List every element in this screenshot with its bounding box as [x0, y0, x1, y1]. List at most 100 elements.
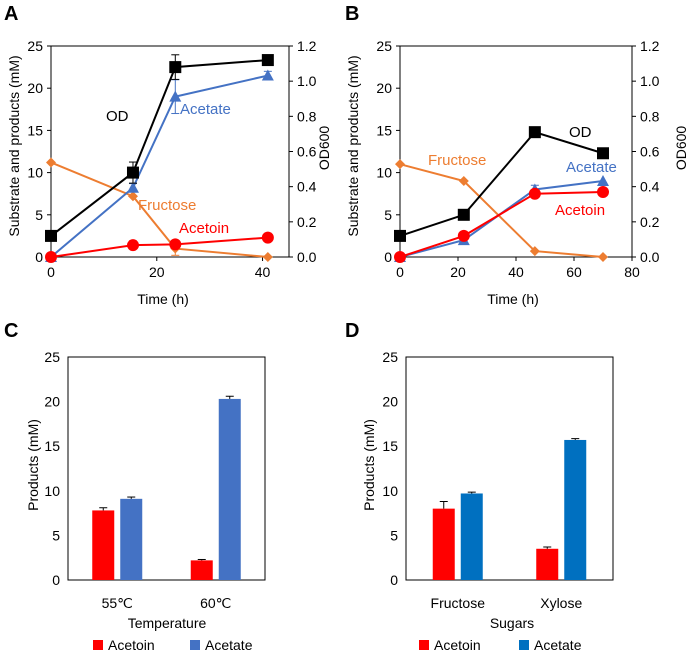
- panel-c-y-tick-label: 15: [44, 438, 60, 454]
- panel-a-fructose-label: Fructose: [138, 197, 196, 214]
- panel-letter-a: A: [4, 3, 18, 25]
- panel-a-y-tick-label: 5: [35, 207, 43, 223]
- panel-c-category-label: 55℃: [102, 595, 133, 611]
- panel-b-x-tick-label: 80: [624, 264, 640, 280]
- panel-b-od-line: [399, 131, 604, 237]
- panel-b-fructose-point: [395, 159, 405, 170]
- panel-letter-d: D: [345, 320, 359, 342]
- panel-a-od-point: [45, 229, 57, 242]
- panel-b-y2-tick-label: 0.0: [640, 249, 660, 265]
- panel-d-category-label: Xylose: [540, 595, 582, 611]
- panel-a-od-point: [261, 54, 274, 67]
- panel-d-y-tick-label: 0: [390, 572, 398, 588]
- panel-b-od-label: OD: [569, 124, 592, 141]
- panel-b-y2-axis-label: OD600: [673, 126, 689, 171]
- panel-b-acetoin-line: [399, 191, 604, 258]
- panel-b-fructose-point: [458, 176, 469, 187]
- panel-b-od-point: [597, 147, 609, 160]
- panel-d-plot-frame: [405, 356, 614, 581]
- panel-b-y-tick-label: 0: [384, 249, 392, 265]
- panel-c-y-tick-label: 25: [44, 349, 60, 365]
- panel-d-acetate-bar: [460, 493, 483, 580]
- panel-b-acetoin-point: [597, 186, 609, 199]
- panel-a-y-tick-label: 10: [27, 165, 43, 181]
- panel-c-legend-acetate-label: Acetate: [205, 637, 253, 651]
- panel-d-y-tick-label: 25: [382, 349, 398, 365]
- panel-c-acetate-bar: [120, 498, 143, 580]
- panel-a-acetate-label: Acetate: [180, 101, 231, 118]
- panel-a-y-axis-label: Substrate and products (mM): [6, 55, 22, 236]
- panel-d-acetoin-bar: [432, 508, 455, 580]
- panel-c-legend-acetoin-label: Acetoin: [108, 637, 155, 651]
- panel-c-category-label: 60℃: [200, 595, 231, 611]
- panel-letter-c: C: [4, 320, 18, 342]
- panel-a-fructose-line: [50, 161, 268, 258]
- panel-d-legend-acetate-label: Acetate: [534, 637, 582, 651]
- panel-b-x-tick-label: 20: [450, 264, 466, 280]
- panel-a-acetate-point: [261, 69, 274, 81]
- panel-d-legend-acetoin-label: Acetoin: [434, 637, 481, 651]
- panel-c-legend-acetate-swatch: [190, 640, 200, 650]
- panel-letter-b: B: [345, 3, 359, 25]
- panel-b-y2-tick-label: 0.8: [640, 108, 660, 124]
- panel-c-y-tick-label: 10: [44, 483, 60, 499]
- panel-c-acetate-bar: [218, 398, 241, 580]
- panel-a-acetoin-point: [45, 251, 57, 263]
- panel-a-y-tick-label: 0: [35, 249, 43, 265]
- panel-b-acetoin-point: [528, 187, 541, 200]
- panel-a-fructose-point: [127, 191, 138, 202]
- panel-a-y2-tick-label: 0.8: [297, 108, 317, 124]
- panel-c-bar-chart: Products (mM) Temperature Acetoin Acetat…: [25, 349, 266, 651]
- panel-b-y-tick-label: 5: [384, 207, 392, 223]
- panel-b-y2-tick-label: 0.6: [640, 144, 660, 160]
- panel-d-y-tick-label: 20: [382, 394, 398, 410]
- panel-a-od-point: [169, 61, 182, 74]
- panel-b-acetate-point: [597, 175, 609, 187]
- panel-c-y-tick-label: 0: [52, 572, 60, 588]
- panel-c-y-axis-label: Products (mM): [25, 419, 41, 511]
- panel-a-x-tick-label: 20: [149, 264, 165, 280]
- panel-b-fructose-label: Fructose: [428, 152, 486, 169]
- panel-c-y-tick-label: 5: [52, 527, 60, 543]
- panel-a-x-tick-label: 0: [47, 264, 55, 280]
- panel-a-y2-tick-label: 0.0: [297, 249, 317, 265]
- panel-a-acetoin-line: [50, 236, 268, 258]
- panel-c-acetoin-bar: [190, 560, 213, 580]
- panel-b-fructose-point: [598, 252, 608, 262]
- panel-a-y2-tick-label: 0.2: [297, 214, 317, 230]
- panel-b-od-point: [528, 126, 541, 139]
- panel-c-x-axis-label: Temperature: [128, 615, 207, 631]
- panel-a-od-point: [126, 166, 139, 179]
- panel-d-y-tick-label: 15: [382, 438, 398, 454]
- panel-d-bar-chart: Products (mM) Sugars Acetoin Acetate 0 5 1…: [361, 349, 614, 651]
- panel-c-legend-acetoin-swatch: [93, 640, 103, 650]
- panel-d-x-axis-label: Sugars: [490, 615, 534, 631]
- panel-b-line-chart: Substrate and products (mM) OD600 Time (…: [345, 38, 689, 307]
- panel-b-od-point: [457, 208, 470, 221]
- panel-a-acetate-point: [169, 90, 182, 102]
- panel-a-y2-tick-label: 0.6: [297, 144, 317, 160]
- panel-d-category-label: Fructose: [431, 595, 486, 611]
- panel-d-legend-acetate-swatch: [519, 640, 529, 650]
- panel-d-legend-acetoin-swatch: [419, 640, 429, 650]
- panel-a-fructose-point: [262, 252, 273, 262]
- panel-b-acetoin-point: [457, 229, 470, 242]
- panel-a-acetate-point: [126, 181, 139, 193]
- panel-b-y-tick-label: 20: [376, 80, 392, 96]
- panel-a-y-tick-label: 15: [27, 122, 43, 138]
- panel-c-plot-frame: [67, 356, 266, 581]
- panel-a-fructose-point: [46, 157, 56, 168]
- panel-a-x-tick-label: 40: [255, 264, 271, 280]
- panel-d-y-tick-label: 10: [382, 483, 398, 499]
- panel-a-line-chart: Substrate and products (mM) OD600 Time (…: [6, 38, 332, 307]
- panel-b-x-tick-label: 0: [396, 264, 404, 280]
- panel-a-acetate-line: [50, 74, 269, 258]
- panel-b-acetoin-label: Acetoin: [555, 202, 605, 219]
- panel-d-y-tick-label: 5: [390, 527, 398, 543]
- panel-a-od-line: [50, 59, 268, 237]
- panel-b-y-tick-label: 15: [376, 122, 392, 138]
- panel-b-x-tick-label: 60: [566, 264, 582, 280]
- panel-b-od-point: [394, 229, 406, 242]
- panel-a-acetoin-point: [261, 231, 274, 244]
